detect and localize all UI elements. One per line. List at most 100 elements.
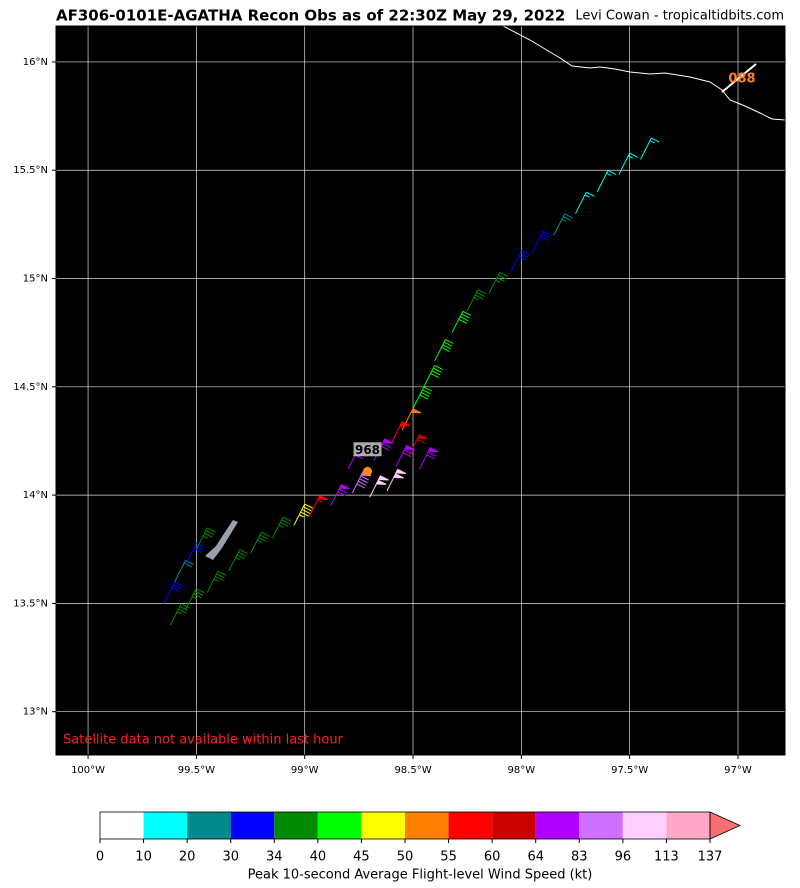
barb-flag xyxy=(410,408,422,414)
barb-flag xyxy=(403,444,415,451)
barb-full xyxy=(337,491,347,497)
barb-flag xyxy=(338,483,350,490)
wind-barb xyxy=(206,570,227,593)
wind-barb xyxy=(423,365,443,388)
wind-barb xyxy=(293,503,313,526)
barb-half xyxy=(584,194,590,198)
barb-full xyxy=(404,449,413,455)
barb-full xyxy=(458,318,468,324)
colorbar-swatch xyxy=(100,812,144,839)
y-tick-label: 15.5°N xyxy=(13,165,48,176)
wind-barb xyxy=(408,434,428,457)
barb-full xyxy=(281,519,290,525)
barb-full xyxy=(417,438,426,444)
barb-full xyxy=(519,252,529,258)
colorbar-swatch xyxy=(230,812,275,839)
wind-barb xyxy=(228,549,248,572)
storm-center xyxy=(363,466,373,476)
barb-full xyxy=(194,545,204,551)
x-tick-label: 98.5°W xyxy=(394,765,431,776)
storm-label: 088 xyxy=(728,72,755,87)
wind-barb xyxy=(553,213,573,236)
y-tick-label: 15°N xyxy=(23,274,48,285)
barb-full xyxy=(477,289,487,295)
map-background xyxy=(56,26,785,755)
barb-full xyxy=(462,310,472,316)
colorbar-swatch xyxy=(448,812,493,839)
barb-full xyxy=(441,347,450,352)
barb-half xyxy=(257,539,262,543)
barb-full xyxy=(171,586,181,592)
colorbar-tick-label: 0 xyxy=(96,850,104,865)
x-tick-label: 99.5°W xyxy=(178,765,215,776)
barb-full xyxy=(430,373,439,378)
barb-staff xyxy=(174,560,186,582)
barb-full xyxy=(498,274,507,280)
barb-full xyxy=(540,236,549,242)
barb-full xyxy=(499,271,508,277)
barb-half xyxy=(278,524,284,528)
wind-barb xyxy=(618,152,638,175)
barb-full xyxy=(459,316,469,322)
barb-full xyxy=(476,291,485,297)
y-tick-label: 13°N xyxy=(23,707,48,718)
wind-barb xyxy=(271,516,292,539)
barb-flag xyxy=(416,434,428,440)
wind-barb xyxy=(434,339,454,362)
wind-barb xyxy=(401,408,422,431)
barb-full xyxy=(259,534,269,540)
grid xyxy=(56,26,785,755)
colorbar-tick-label: 113 xyxy=(654,850,679,865)
barb-full xyxy=(541,233,550,239)
colorbar-tick-label: 55 xyxy=(440,850,457,865)
barb-full xyxy=(282,516,292,522)
observations xyxy=(163,137,660,626)
barb-full xyxy=(563,216,572,222)
barb-staff xyxy=(185,542,197,565)
barb-full xyxy=(180,603,190,609)
barb-full xyxy=(304,503,313,509)
title: AF306-0101E-AGATHA Recon Obs as of 22:30… xyxy=(56,7,565,25)
barb-full xyxy=(206,527,216,533)
barb-half xyxy=(473,297,479,301)
barb-full xyxy=(422,389,431,395)
barb-full xyxy=(420,392,430,397)
wind-barb xyxy=(163,581,183,604)
colorbar-tick-label: 137 xyxy=(698,850,723,865)
barb-staff xyxy=(553,213,566,236)
wind-barb xyxy=(308,494,329,517)
barb-full xyxy=(236,554,246,560)
barb-full xyxy=(442,344,452,350)
colorbar-tick-label: 34 xyxy=(266,850,283,865)
barb-full xyxy=(651,137,660,143)
barb-full xyxy=(261,531,270,537)
colorbar-tick-label: 64 xyxy=(527,850,544,865)
barb-full xyxy=(521,250,530,256)
wind-barb xyxy=(596,170,617,193)
barb-staff xyxy=(250,531,262,554)
x-tick-label: 100°W xyxy=(71,765,105,776)
barb-staff xyxy=(640,137,652,160)
barb-full xyxy=(173,584,182,590)
wind-barb xyxy=(419,447,439,470)
barb-full xyxy=(564,213,573,219)
barb-full xyxy=(300,511,309,517)
barb-flag xyxy=(399,421,411,427)
colorbar-tick-label: 96 xyxy=(615,850,632,865)
colorbar-tick-label: 60 xyxy=(484,850,501,865)
island xyxy=(205,520,238,560)
y-tick-label: 16°N xyxy=(23,57,48,68)
barb-full xyxy=(402,452,412,458)
barb-full xyxy=(239,549,248,555)
storm-track-marker xyxy=(721,63,757,93)
barb-full xyxy=(174,581,183,587)
barb-full xyxy=(542,230,552,236)
barb-staff xyxy=(271,516,284,539)
barb-full xyxy=(303,506,312,512)
barb-full xyxy=(194,590,204,596)
colorbar-extend xyxy=(709,811,741,840)
colorbar-swatch xyxy=(492,812,536,839)
barb-full xyxy=(356,483,366,489)
barb-half xyxy=(317,499,323,503)
